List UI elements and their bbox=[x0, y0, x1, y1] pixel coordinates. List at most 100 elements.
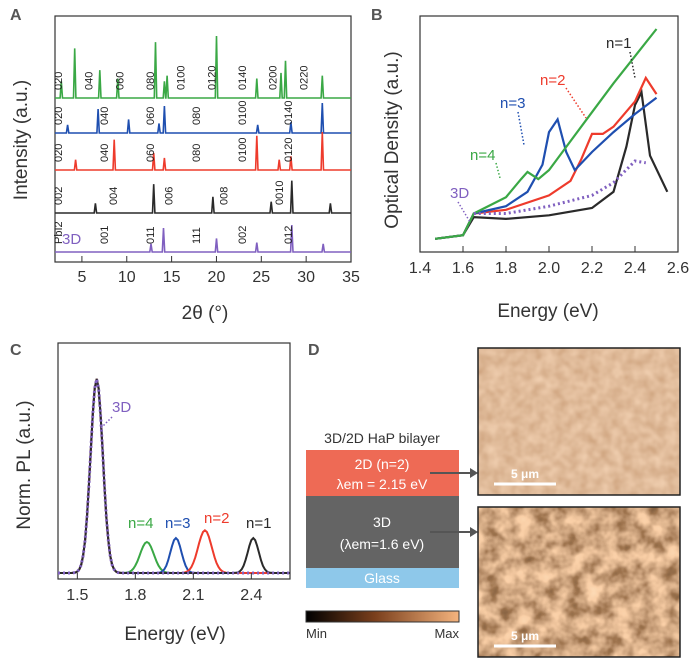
panel-d: D 3D/2D HaP bilayer 2D (n=2) λem = 2.15 … bbox=[305, 342, 681, 658]
xrd-peak-label: 0010 bbox=[274, 181, 286, 205]
xrd-peak-label: 004 bbox=[108, 187, 120, 205]
panel-d-title: 3D/2D HaP bilayer bbox=[324, 430, 440, 446]
xrd-peak-label: 0120 bbox=[283, 138, 295, 162]
x-tick-label: 1.5 bbox=[66, 587, 88, 604]
x-tick-label: 30 bbox=[297, 269, 315, 286]
pl-map-top bbox=[477, 347, 681, 496]
x-tick-label: 25 bbox=[252, 269, 270, 286]
absorption-label: n=3 bbox=[500, 95, 525, 112]
xrd-peak-label: 006 bbox=[163, 187, 175, 205]
xrd-trace bbox=[55, 131, 351, 171]
panel-c: C 1.5 1.8 2.1 2.4 3D n=4 n=3 n=2 n=1 Energy (eV… bbox=[10, 342, 291, 645]
xrd-peak-label: 040 bbox=[84, 72, 96, 90]
absorption-trace bbox=[434, 96, 658, 240]
xrd-peak-label: 0100 bbox=[237, 138, 249, 162]
panel-b-letter: B bbox=[371, 7, 383, 24]
x-tick-label: 1.8 bbox=[124, 587, 146, 604]
panel-c-xlabel: Energy (eV) bbox=[124, 624, 225, 645]
xrd-peak-label: 060 bbox=[145, 144, 157, 162]
panel-a-traces: 020 040 060 080 0100 0120 0140 0200 0220 020 040 06… bbox=[53, 35, 351, 253]
arrow-top bbox=[430, 468, 478, 478]
absorption-trace bbox=[434, 88, 669, 240]
xrd-peak-label: 080 bbox=[145, 72, 157, 90]
xrd-peak-label: 060 bbox=[145, 107, 157, 125]
x-tick-label: 2.2 bbox=[581, 260, 603, 277]
panel-a-xticks: 5 10 15 20 25 30 35 bbox=[77, 256, 360, 286]
xrd-peak-label: 008 bbox=[219, 187, 231, 205]
scale-bar-bottom-label: 5 μm bbox=[511, 629, 539, 643]
colorbar-min: Min bbox=[306, 626, 327, 641]
absorption-label: 3D bbox=[450, 185, 469, 202]
label-pointer bbox=[100, 416, 113, 429]
panel-b: B 1.4 1.6 1.8 2.0 2.2 2.4 2.6 n=1 n=2 n=3 n=4 3D E… bbox=[371, 7, 689, 322]
absorption-label: n=4 bbox=[470, 147, 495, 164]
xrd-peak-label: 080 bbox=[191, 107, 203, 125]
layer-3d-name: 3D bbox=[373, 514, 391, 530]
panel-a-plot-frame bbox=[54, 15, 352, 263]
panel-b-xlabel: Energy (eV) bbox=[497, 301, 598, 322]
label-pointer bbox=[629, 51, 636, 79]
xrd-peak-label: 002 bbox=[237, 226, 249, 244]
xrd-trace bbox=[55, 102, 351, 134]
colorbar-max: Max bbox=[434, 626, 459, 641]
arrow-bottom bbox=[430, 527, 478, 537]
x-tick-label: 2.1 bbox=[182, 587, 204, 604]
panel-b-xticks: 1.4 1.6 1.8 2.0 2.2 2.4 2.6 bbox=[409, 246, 689, 277]
layer-3d-emission: (λem=1.6 eV) bbox=[340, 536, 424, 552]
x-tick-label: 2.6 bbox=[667, 260, 689, 277]
panel-b-traces bbox=[434, 28, 669, 240]
pl-map-bottom-border bbox=[477, 506, 681, 658]
x-tick-label: 1.4 bbox=[409, 260, 431, 277]
pl-trace bbox=[58, 378, 290, 574]
x-tick-label: 5 bbox=[77, 269, 86, 286]
xrd-peak-label: 002 bbox=[53, 187, 65, 205]
x-tick-label: 2.4 bbox=[624, 260, 646, 277]
xrd-trace bbox=[55, 180, 351, 214]
pl-label: n=3 bbox=[165, 515, 190, 532]
xrd-peak-label: 0140 bbox=[283, 101, 295, 125]
panel-a-3d-label: 3D bbox=[62, 231, 81, 248]
panel-c-labels: 3D n=4 n=3 n=2 n=1 bbox=[100, 399, 271, 532]
panel-a-ylabel: Intensity (a.u.) bbox=[11, 80, 32, 200]
pl-label: n=1 bbox=[246, 515, 271, 532]
panel-c-plot-frame bbox=[57, 342, 291, 580]
panel-c-ylabel: Norm. PL (a.u.) bbox=[14, 400, 35, 529]
absorption-label: n=1 bbox=[606, 35, 631, 52]
label-pointer bbox=[517, 111, 525, 146]
panel-a-letter: A bbox=[10, 7, 22, 24]
pl-map-bottom bbox=[478, 507, 680, 657]
pl-trace-3d bbox=[58, 378, 290, 575]
x-tick-label: 2.4 bbox=[240, 587, 262, 604]
panel-b-ylabel: Optical Density (a.u.) bbox=[382, 51, 403, 228]
x-tick-label: 2.0 bbox=[538, 260, 560, 277]
xrd-peak-label: 020 bbox=[53, 144, 65, 162]
panel-a: A 020 040 060 080 0100 0120 0140 0200 0220 020 040… bbox=[10, 7, 360, 324]
absorption-trace bbox=[434, 28, 658, 240]
xrd-peak-label: 0220 bbox=[298, 66, 310, 90]
panel-b-labels: n=1 n=2 n=3 n=4 3D bbox=[450, 35, 636, 223]
pl-label: n=2 bbox=[204, 510, 229, 527]
label-pointer bbox=[457, 201, 471, 223]
panel-d-letter: D bbox=[308, 342, 320, 359]
label-pointer bbox=[565, 87, 587, 119]
x-tick-label: 15 bbox=[163, 269, 181, 286]
xrd-peak-label: 111 bbox=[191, 227, 203, 244]
x-tick-label: 35 bbox=[342, 269, 360, 286]
x-tick-label: 1.6 bbox=[452, 260, 474, 277]
xrd-peak-label: 0100 bbox=[176, 66, 188, 90]
xrd-peak-label: 011 bbox=[145, 226, 157, 244]
xrd-peak-label: 040 bbox=[99, 144, 111, 162]
panel-c-xticks: 1.5 1.8 2.1 2.4 bbox=[66, 573, 263, 604]
layer-glass bbox=[306, 568, 459, 588]
x-tick-label: 10 bbox=[118, 269, 136, 286]
x-tick-label: 20 bbox=[208, 269, 226, 286]
xrd-peak-label: 0200 bbox=[268, 66, 280, 90]
xrd-peak-label: 080 bbox=[191, 144, 203, 162]
xrd-peak-label: 020 bbox=[53, 107, 65, 125]
xrd-peak-label: 012 bbox=[283, 226, 295, 244]
pl-label: n=4 bbox=[128, 515, 153, 532]
label-pointer bbox=[495, 162, 501, 179]
pl-map-top-border bbox=[477, 347, 681, 496]
colorbar bbox=[305, 610, 460, 623]
